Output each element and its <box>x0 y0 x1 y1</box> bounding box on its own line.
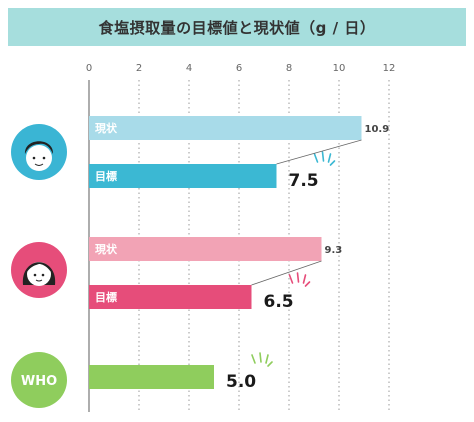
who-badge <box>11 352 67 408</box>
mouth <box>35 279 43 282</box>
x-tick-label: 6 <box>236 63 242 74</box>
emphasis-mark <box>321 151 325 162</box>
bar <box>89 164 277 188</box>
emphasis-mark <box>267 361 273 367</box>
eye <box>42 156 46 160</box>
value-label: 5.0 <box>226 372 256 392</box>
emphasis-mark <box>302 274 307 284</box>
emphasis-mark <box>288 274 294 284</box>
eye <box>33 273 37 277</box>
x-tick-label: 8 <box>286 63 292 74</box>
emphasis-mark <box>296 272 300 283</box>
male-face-icon <box>26 145 52 171</box>
emphasis-mark <box>304 281 311 287</box>
mouth <box>34 163 44 166</box>
emphasis-mark <box>265 354 269 364</box>
bar <box>89 237 322 261</box>
value-label: 7.5 <box>289 171 319 191</box>
chart-title: 食塩摂取量の目標値と現状値（g / 日） <box>98 18 376 37</box>
value-label: 10.9 <box>365 124 390 135</box>
male-hair <box>24 141 54 154</box>
eye <box>32 156 36 160</box>
connector-line <box>251 260 322 286</box>
x-tick-label: 2 <box>136 63 142 74</box>
bar <box>89 285 252 309</box>
bar-label: 現状 <box>95 242 118 256</box>
x-tick-label: 10 <box>333 63 346 74</box>
x-tick-label: 12 <box>383 63 396 74</box>
bar <box>89 116 362 140</box>
bar-label: 目標 <box>95 290 117 304</box>
female-bangs <box>27 262 51 272</box>
emphasis-mark <box>259 352 262 363</box>
bar-label: 現状 <box>95 121 118 135</box>
x-tick-label: 4 <box>186 63 192 74</box>
female-face-icon <box>27 262 51 286</box>
value-label: 6.5 <box>264 292 294 312</box>
emphasis-mark <box>327 153 332 163</box>
who-label: WHO <box>21 374 57 389</box>
value-label: 9.3 <box>325 245 343 256</box>
connector-line <box>276 139 362 165</box>
eye <box>41 273 45 277</box>
emphasis-mark <box>251 354 256 364</box>
chart-title-bar: 食塩摂取量の目標値と現状値（g / 日） <box>8 8 466 46</box>
x-tick-label: 0 <box>86 63 92 74</box>
emphasis-mark <box>313 153 319 163</box>
emphasis-mark <box>329 160 336 166</box>
bar-label: 目標 <box>95 169 117 183</box>
bar <box>89 365 214 389</box>
